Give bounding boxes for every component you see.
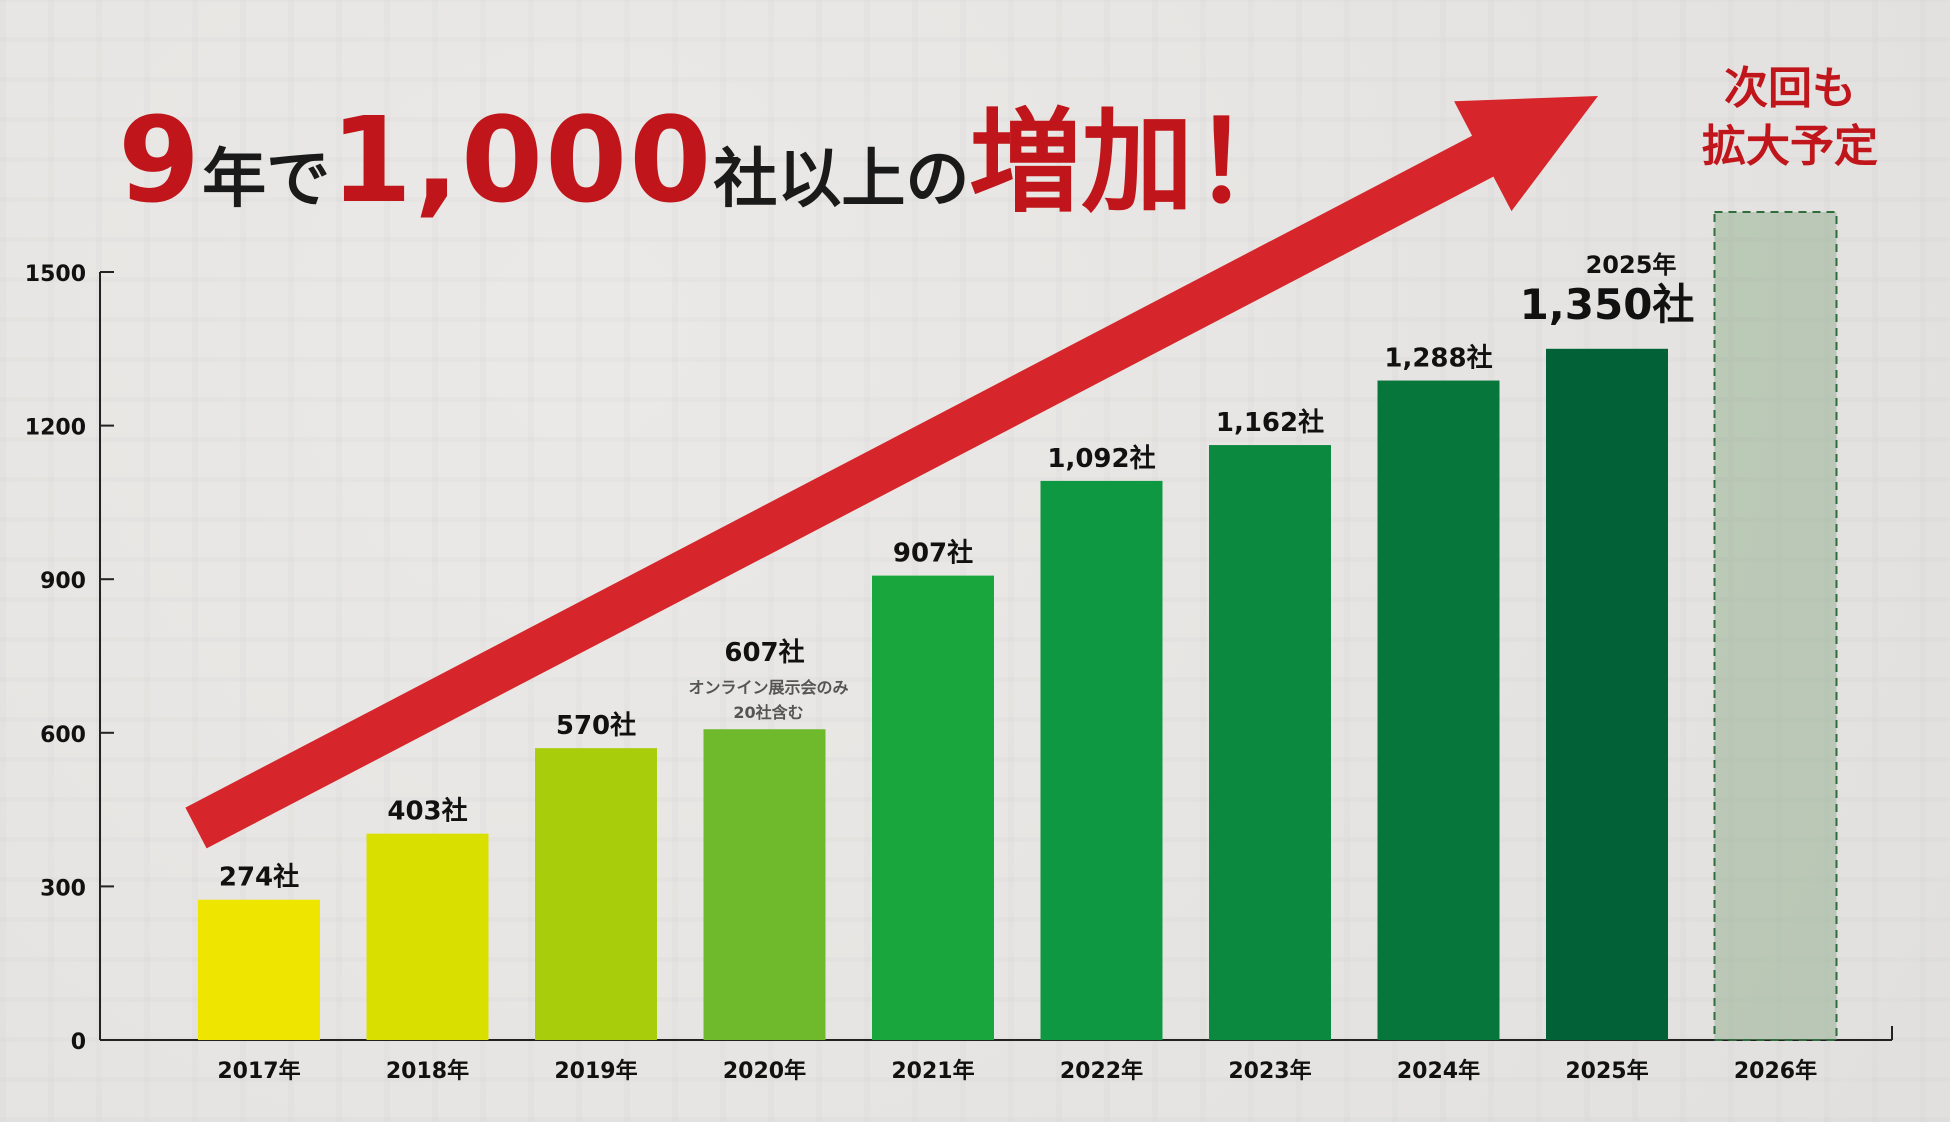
data-label: 1,162社 [1216,407,1324,438]
x-tick-label: 2026年 [1734,1058,1817,1084]
bar-2023年 [1209,445,1331,1040]
headline-text-increase: 増加！ [969,98,1306,228]
future-note-line1: 次回も [1724,63,1856,114]
y-tick-label: 0 [71,1030,86,1055]
bar-2019年 [535,748,657,1040]
bar-2018年 [366,833,489,1040]
headline-text-companies: 社以上の [713,143,970,217]
growth-arrow [185,96,1598,849]
x-tick-label: 2020年 [723,1058,806,1084]
data-label: 1,350社 [1520,280,1695,329]
data-label-2020-note: 20社含む [733,703,803,722]
headline: 9年で1,000社以上の増加！ [118,72,1305,229]
y-tick-label: 1200 [25,416,86,441]
data-label: 403社 [387,796,467,827]
bar-2022年 [1040,480,1163,1040]
y-tick-label: 600 [40,723,86,748]
data-labels: 2017年 274社 2018年 403社 2019年 570社 2020年 607社オンライ… [217,251,1817,1084]
data-label: 274社 [219,862,299,893]
bar-2024年 [1377,380,1500,1040]
bar-2026年-planned [1713,211,1838,1041]
y-tick-label: 1500 [25,262,86,287]
bar-2025年 [1546,348,1668,1040]
data-label: 1,288社 [1384,343,1492,374]
headline-text-years: 年で [202,143,331,217]
bars [198,211,1838,1041]
bar-2017年 [198,899,320,1040]
x-tick-label: 2022年 [1060,1058,1143,1084]
data-label: 607社 [724,637,804,668]
y-tick-label: 300 [40,876,86,901]
x-tick-label: 2024年 [1397,1058,1480,1084]
future-note-line2: 拡大予定 [1702,121,1878,172]
y-tick-label: 900 [40,569,86,594]
data-label-2020-note: オンライン展示会のみ [688,678,848,697]
data-label: 907社 [893,538,973,569]
data-label-2025-year: 2025年 [1586,251,1677,279]
bar-2021年 [872,575,994,1040]
x-tick-label: 2017年 [217,1058,300,1084]
headline-number-1000: 1,000 [330,91,714,229]
data-label: 570社 [556,710,636,741]
data-label: 1,092社 [1047,443,1155,474]
future-note: 次回も 拡大予定 [1680,60,1900,176]
bar-2020年 [703,729,826,1040]
x-tick-label: 2019年 [554,1058,637,1084]
x-tick-label: 2021年 [891,1058,974,1084]
axes: 0 300 600 900 1200 1500 [25,262,1893,1055]
x-tick-label: 2018年 [386,1058,469,1084]
headline-number-9: 9 [118,91,203,229]
growth-arrow-shape [185,96,1598,849]
x-tick-label: 2025年 [1565,1058,1648,1084]
x-tick-label: 2023年 [1228,1058,1311,1084]
